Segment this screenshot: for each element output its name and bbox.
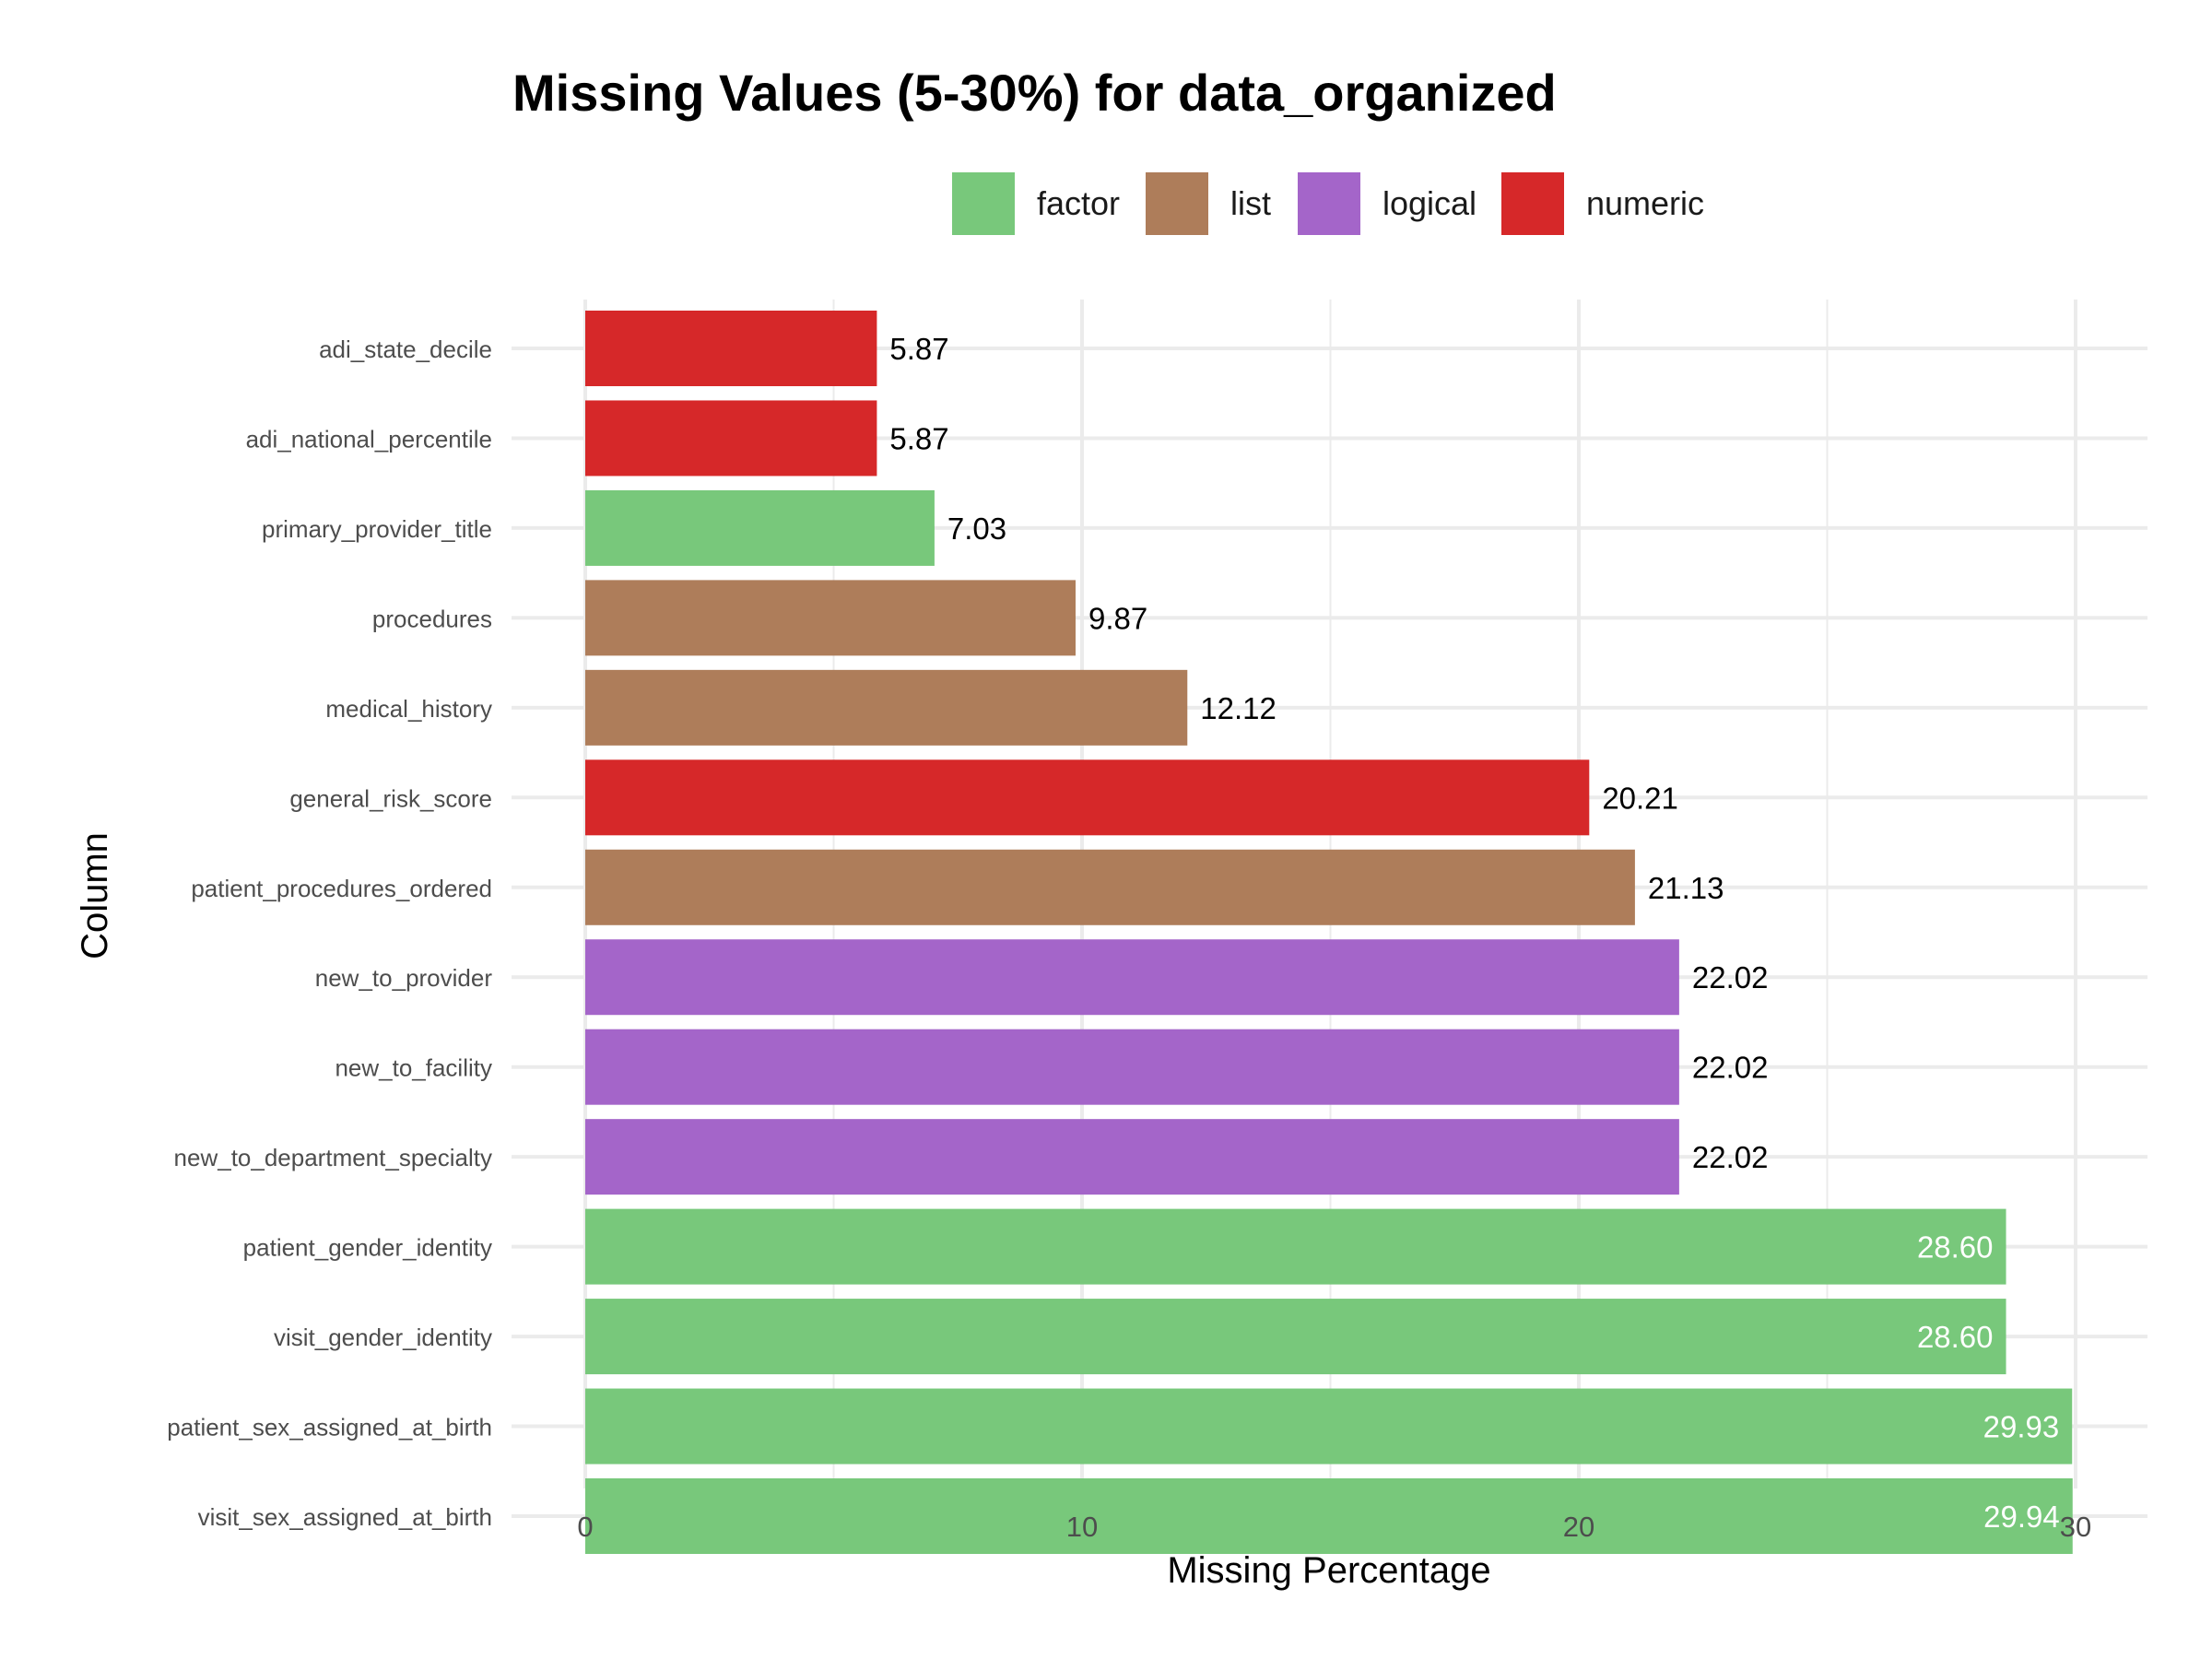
bar-value-label: 5.87 <box>889 332 948 366</box>
y-tick-label: new_to_facility <box>335 1054 492 1082</box>
bar-primary-provider-title <box>585 489 935 566</box>
bar-visit-gender-identity <box>585 1299 2006 1375</box>
y-tick-label: primary_provider_title <box>262 515 492 543</box>
legend-label-logical: logical <box>1382 184 1477 222</box>
bar-value-label: 28.60 <box>1917 1230 1994 1265</box>
x-axis-tick-labels: 0 10 20 30 <box>577 1511 2091 1543</box>
chart-title: Missing Values (5-30%) for data_organize… <box>512 64 1557 122</box>
bar-new-to-facility <box>585 1029 1679 1105</box>
y-tick-label: patient_gender_identity <box>243 1234 492 1262</box>
bar-value-label: 21.13 <box>1648 871 1724 905</box>
legend: factor list logical numeric <box>952 172 1704 235</box>
y-tick-label: adi_state_decile <box>319 335 492 363</box>
y-tick-label: procedures <box>372 605 492 632</box>
y-tick-label: patient_sex_assigned_at_birth <box>167 1414 492 1441</box>
x-tick-label: 30 <box>2060 1511 2091 1543</box>
bar-general-risk-score <box>585 759 1590 836</box>
bar-adi-national-percentile <box>585 400 877 477</box>
bar-value-label: 22.02 <box>1692 1140 1769 1174</box>
y-tick-label: general_risk_score <box>289 784 492 812</box>
legend-key-factor <box>952 172 1015 235</box>
legend-key-logical <box>1298 172 1360 235</box>
legend-key-list <box>1146 172 1208 235</box>
y-tick-label: visit_gender_identity <box>274 1324 492 1351</box>
bar-value-label: 5.87 <box>889 421 948 455</box>
bar-value-label: 9.87 <box>1088 601 1147 635</box>
y-axis-title: Column <box>75 832 115 959</box>
bar-new-to-provider <box>585 939 1679 1016</box>
y-tick-label: adi_national_percentile <box>246 425 492 453</box>
y-tick-label: new_to_provider <box>315 964 493 992</box>
bar-patient-gender-identity <box>585 1208 2006 1285</box>
x-tick-label: 20 <box>1563 1511 1594 1543</box>
legend-label-numeric: numeric <box>1586 184 1704 222</box>
value-labels: 5.87 5.87 7.03 9.87 12.12 20.21 21.13 22.02 22.0… <box>889 332 2059 1534</box>
bar-value-label: 29.94 <box>1983 1500 2060 1534</box>
x-tick-label: 10 <box>1066 1511 1098 1543</box>
y-tick-label: patient_procedures_ordered <box>191 875 492 902</box>
legend-key-numeric <box>1501 172 1564 235</box>
y-tick-label: medical_history <box>325 695 492 723</box>
bar-value-label: 29.93 <box>1983 1410 2060 1444</box>
bar-new-to-department-specialty <box>585 1119 1679 1195</box>
y-axis-tick-labels: adi_state_decile adi_national_percentilep… <box>167 335 492 1531</box>
bar-adi-state-decile <box>585 311 877 386</box>
y-tick-label: new_to_department_specialty <box>174 1144 492 1171</box>
bar-patient-sex-assigned-at-birth <box>585 1388 2073 1465</box>
x-axis-title: Missing Percentage <box>1167 1550 1490 1591</box>
bar-value-label: 22.02 <box>1692 960 1769 994</box>
bar-value-label: 28.60 <box>1917 1320 1994 1354</box>
bar-value-label: 7.03 <box>947 512 1006 546</box>
bar-value-label: 12.12 <box>1200 691 1277 725</box>
legend-label-factor: factor <box>1037 184 1120 222</box>
x-tick-label: 0 <box>577 1511 593 1543</box>
bar-procedures <box>585 580 1076 656</box>
bar-value-label: 20.21 <box>1602 781 1678 815</box>
legend-label-list: list <box>1230 184 1271 222</box>
bar-visit-sex-assigned-at-birth <box>585 1478 2073 1554</box>
y-tick-label: visit_sex_assigned_at_birth <box>198 1503 492 1531</box>
bar-value-label: 22.02 <box>1692 1051 1769 1085</box>
bar-medical-history <box>585 669 1188 746</box>
bars <box>585 311 2073 1554</box>
bar-patient-procedures-ordered <box>585 849 1635 925</box>
